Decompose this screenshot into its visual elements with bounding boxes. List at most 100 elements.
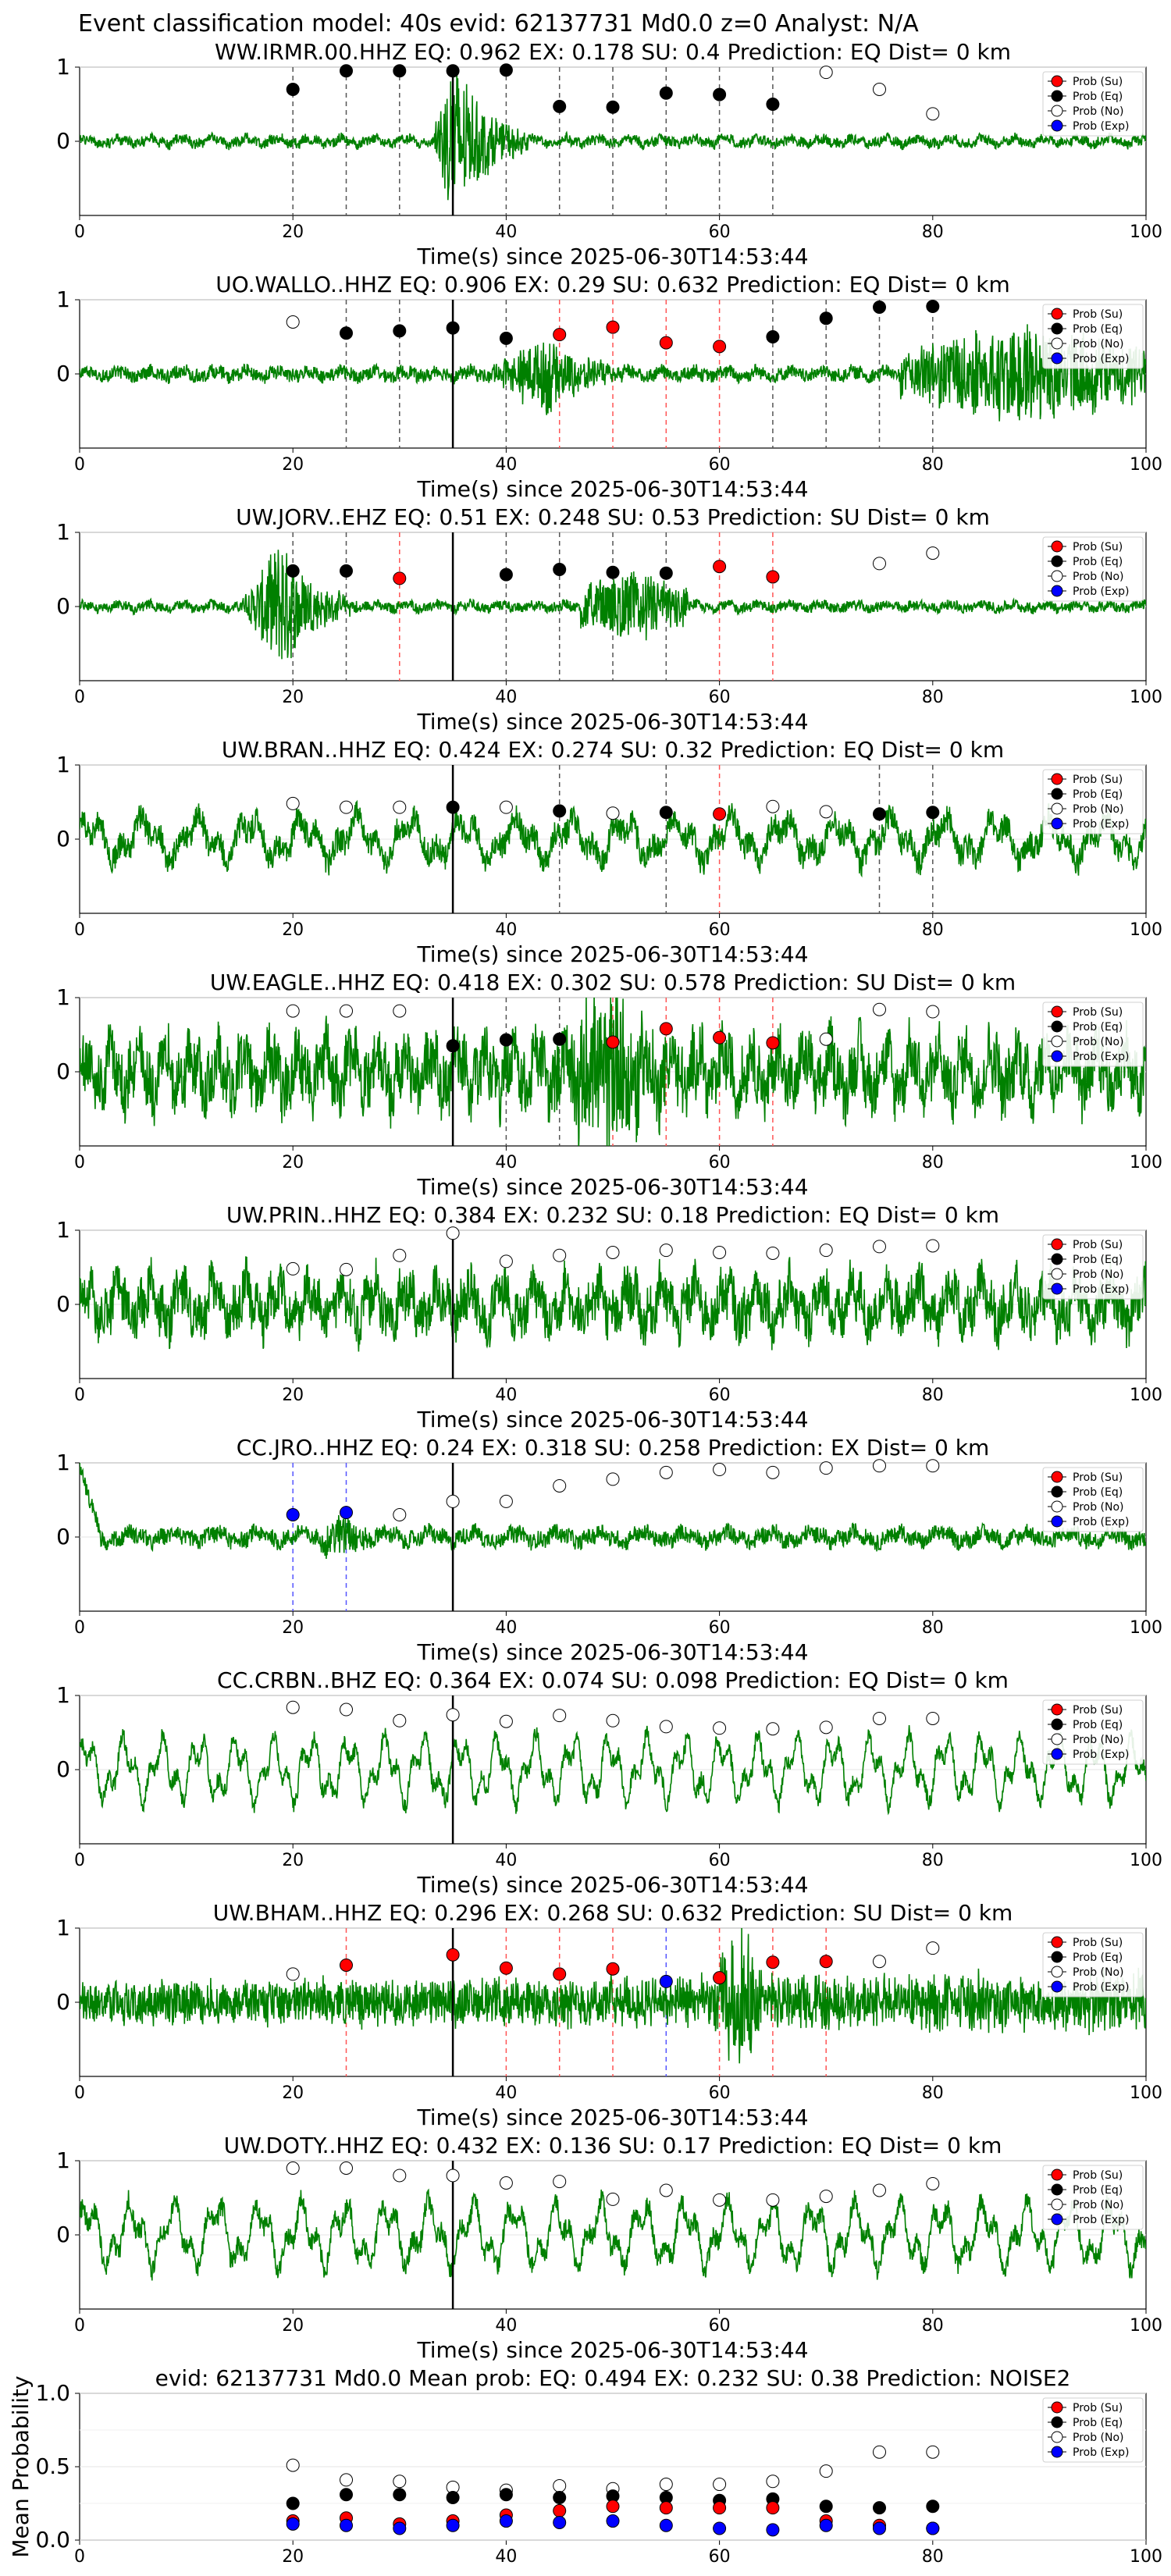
legend-marker-su	[1051, 2401, 1063, 2414]
legend-label-su: Prob (Su)	[1073, 1471, 1123, 1484]
legend-label-no: Prob (No)	[1073, 2199, 1124, 2211]
legend-marker-eq	[1051, 1951, 1063, 1963]
y-tick-label: 0	[56, 1291, 70, 1317]
x-tick-label: 100	[1130, 455, 1162, 475]
panel-0: 0 20 40 60 80 100 0 1 WW.IRMR.00.HHZ EQ: 0.962 E…	[56, 39, 1162, 269]
mean-prob-point-exp	[446, 2518, 460, 2532]
prob-point-eq	[659, 86, 673, 100]
x-tick-label: 60	[709, 920, 731, 940]
legend-marker-su	[1051, 1936, 1063, 1948]
legend-box	[1042, 2165, 1144, 2230]
prob-point-no	[606, 806, 620, 820]
panel-3: 0 20 40 60 80 100 0 1 UW.BRAN..HHZ EQ: 0.424 EX:…	[56, 737, 1162, 967]
figure-suptitle: Event classification model: 40s evid: 62…	[78, 10, 919, 37]
legend-marker-exp	[1051, 119, 1063, 132]
legend-marker-exp	[1051, 1283, 1063, 1295]
x-tick-label: 20	[282, 2547, 304, 2567]
legend-label-su: Prob (Su)	[1073, 1239, 1123, 1251]
panel-title: CC.CRBN..BHZ EQ: 0.364 EX: 0.074 SU: 0.0…	[217, 1667, 1009, 1693]
legend-marker-exp	[1051, 1050, 1063, 1062]
mean-prob-point-eq	[873, 2501, 886, 2515]
prob-point-no	[393, 1508, 407, 1521]
prob-point-no	[499, 1254, 513, 1268]
prob-point-no	[926, 107, 940, 121]
x-tick-label: 40	[495, 1386, 517, 1405]
legend-box	[1042, 1467, 1144, 1532]
legend-marker-no	[1051, 1966, 1063, 1978]
legend-label-no: Prob (No)	[1073, 1501, 1124, 1514]
x-tick-label: 100	[1130, 222, 1162, 242]
mean-prob-point-no	[713, 2478, 727, 2492]
prob-point-eq	[926, 806, 940, 820]
mean-prob-point-exp	[659, 2518, 673, 2532]
x-tick-label: 20	[282, 1851, 304, 1870]
panel-9: 0 20 40 60 80 100 0 1 UW.DOTY..HHZ EQ: 0.432 EX:…	[56, 2133, 1162, 2363]
legend-marker-no	[1051, 105, 1063, 117]
prob-point-eq	[340, 564, 353, 578]
y-tick-label: 0	[56, 128, 70, 154]
x-axis-label: Time(s) since 2025-06-30T14:53:44	[416, 1174, 808, 1200]
x-tick-label: 100	[1130, 2547, 1162, 2567]
legend-marker-su	[1051, 1238, 1063, 1251]
mean-prob-point-su	[659, 2501, 673, 2515]
x-tick-label: 20	[282, 688, 304, 707]
prob-point-su	[499, 1961, 513, 1975]
prob-point-no	[393, 800, 407, 814]
legend-marker-eq	[1051, 1485, 1063, 1498]
prob-point-no	[499, 2176, 513, 2190]
prob-point-no	[926, 1711, 940, 1725]
x-tick-label: 60	[709, 2316, 731, 2336]
y-tick-label: 1	[56, 1682, 70, 1708]
y-tick-label: 0.5	[35, 2453, 70, 2479]
x-tick-label: 20	[282, 1618, 304, 1638]
mean-prob-point-su	[766, 2501, 780, 2515]
prob-point-eq	[553, 563, 567, 576]
legend-marker-eq	[1051, 1253, 1063, 1265]
prob-point-no	[766, 1246, 780, 1260]
legend-label-exp: Prob (Exp)	[1073, 1283, 1130, 1296]
x-tick-label: 80	[922, 455, 944, 475]
mean-prob-point-eq	[819, 2500, 833, 2514]
prob-point-su	[553, 1967, 567, 1981]
prob-point-no	[393, 1248, 407, 1262]
x-tick-label: 60	[709, 2547, 731, 2567]
x-tick-label: 0	[74, 1153, 85, 1172]
x-tick-label: 60	[709, 1386, 731, 1405]
prob-point-no	[766, 1722, 780, 1736]
legend-label-eq: Prob (Eq)	[1073, 1486, 1123, 1499]
legend-marker-eq	[1051, 788, 1063, 800]
legend-marker-no	[1051, 1733, 1063, 1745]
waveform-group	[80, 1724, 1146, 1816]
legend-box	[1042, 1932, 1144, 1998]
waveform-group	[80, 998, 1146, 1146]
prob-point-no	[286, 315, 300, 329]
prob-point-no	[553, 2175, 567, 2189]
legend-marker-exp	[1051, 1980, 1063, 1993]
panel-5: 0 20 40 60 80 100 0 1 UW.PRIN..HHZ EQ: 0.384 EX:…	[56, 1202, 1162, 1432]
y-tick-label: 1	[56, 54, 70, 80]
prob-point-no	[873, 1955, 886, 1969]
waveform-trace	[80, 998, 1146, 1146]
x-tick-label: 60	[709, 1851, 731, 1870]
panel-8: 0 20 40 60 80 100 0 1 UW.BHAM..HHZ EQ: 0.296 EX:…	[56, 1900, 1162, 2130]
x-tick-label: 0	[74, 2316, 85, 2336]
prob-point-su	[606, 320, 620, 334]
legend-label-exp: Prob (Exp)	[1073, 1051, 1130, 1063]
legend-label-exp: Prob (Exp)	[1073, 353, 1130, 365]
legend-label-su: Prob (Su)	[1073, 541, 1123, 553]
prob-point-eq	[446, 321, 460, 335]
legend-marker-no	[1051, 802, 1063, 815]
prob-point-su	[766, 1036, 780, 1050]
mean-prob-point-exp	[713, 2521, 727, 2535]
mean-prob-point-exp	[393, 2521, 407, 2535]
prob-point-exp	[340, 1506, 353, 1520]
panel-title: UW.PRIN..HHZ EQ: 0.384 EX: 0.232 SU: 0.1…	[226, 1202, 999, 1228]
x-tick-label: 0	[74, 222, 85, 242]
y-axis-label: Mean Probability	[8, 2375, 34, 2557]
prob-point-su	[713, 1030, 727, 1044]
prob-point-no	[286, 1967, 300, 1981]
legend-marker-no	[1051, 1268, 1063, 1280]
prob-point-eq	[446, 1039, 460, 1053]
y-tick-label: 0	[56, 1989, 70, 2015]
